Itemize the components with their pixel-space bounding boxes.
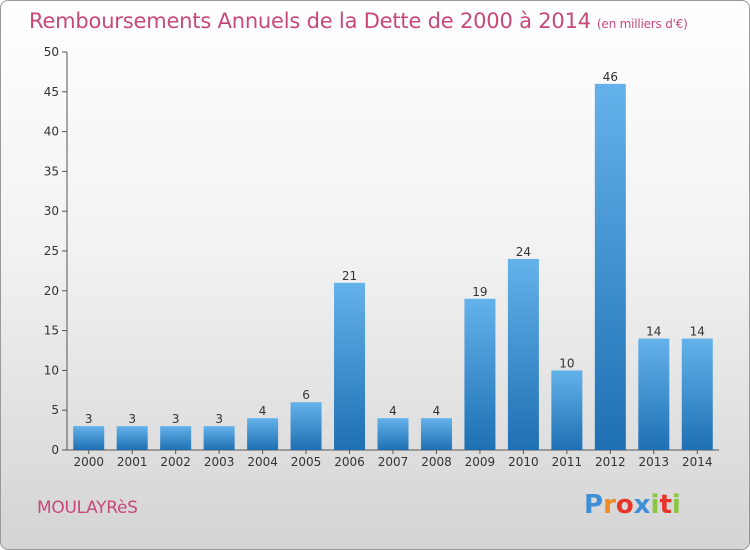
y-tick-label: 20 [44, 284, 59, 298]
data-label: 14 [646, 325, 661, 339]
bar [377, 418, 409, 450]
logo-letter: o [615, 490, 634, 520]
x-tick-label: 2003 [204, 455, 235, 469]
data-label: 4 [433, 404, 441, 418]
logo-letter: P [584, 490, 604, 520]
chart-title-text: Remboursements Annuels de la Dette de 20… [29, 9, 591, 33]
y-tick-label: 5 [51, 403, 59, 417]
data-label: 3 [128, 412, 136, 426]
logo-letter: t [659, 490, 672, 520]
x-tick-label: 2012 [595, 455, 626, 469]
y-tick-label: 15 [44, 324, 59, 338]
bar [420, 418, 452, 450]
bar [247, 418, 279, 450]
data-label: 46 [603, 70, 618, 84]
x-tick-label: 2002 [160, 455, 191, 469]
unit-note: (en milliers d'€) [596, 17, 688, 31]
y-tick-label: 25 [44, 244, 59, 258]
x-tick-label: 2001 [117, 455, 148, 469]
x-tick-label: 2008 [421, 455, 452, 469]
proxiti-logo: Proxiti [584, 490, 681, 520]
data-label: 14 [690, 325, 705, 339]
data-label: 3 [215, 412, 223, 426]
bar [73, 426, 105, 450]
y-tick-label: 50 [44, 45, 59, 59]
x-tick-label: 2004 [247, 455, 278, 469]
bar [551, 370, 583, 450]
x-tick-label: 2014 [682, 455, 713, 469]
x-tick-label: 2005 [291, 455, 322, 469]
y-tick-label: 35 [44, 164, 59, 178]
logo-letter: r [603, 490, 616, 520]
x-tick-label: 2006 [334, 455, 365, 469]
bar [160, 426, 192, 450]
bar [116, 426, 148, 450]
y-tick-label: 10 [44, 363, 59, 377]
x-tick-label: 2010 [508, 455, 539, 469]
commune-name: MOULAYRèS [37, 498, 138, 518]
data-label: 6 [302, 388, 310, 402]
data-label: 3 [85, 412, 93, 426]
x-tick-label: 2007 [378, 455, 409, 469]
y-tick-label: 0 [51, 443, 59, 457]
data-label: 21 [342, 269, 357, 283]
bar [203, 426, 235, 450]
bar [681, 338, 713, 450]
data-label: 4 [259, 404, 267, 418]
logo-letter: i [671, 490, 681, 520]
data-label: 4 [389, 404, 397, 418]
chart-title: Remboursements Annuels de la Dette de 20… [29, 9, 688, 33]
data-label: 10 [559, 356, 574, 370]
x-tick-label: 2000 [73, 455, 104, 469]
data-label: 19 [472, 285, 487, 299]
x-tick-label: 2009 [465, 455, 496, 469]
bar [507, 258, 539, 450]
data-label: 3 [172, 412, 180, 426]
y-tick-label: 30 [44, 204, 59, 218]
bar [334, 282, 366, 450]
bar [464, 298, 496, 450]
y-tick-label: 40 [44, 125, 59, 139]
logo-letter: x [633, 490, 651, 520]
x-tick-label: 2011 [552, 455, 583, 469]
data-label: 24 [516, 245, 531, 259]
bar [290, 402, 322, 450]
bar [594, 83, 626, 450]
y-tick-label: 45 [44, 85, 59, 99]
x-tick-label: 2013 [639, 455, 670, 469]
logo-letter: i [650, 490, 660, 520]
bar [638, 338, 670, 450]
